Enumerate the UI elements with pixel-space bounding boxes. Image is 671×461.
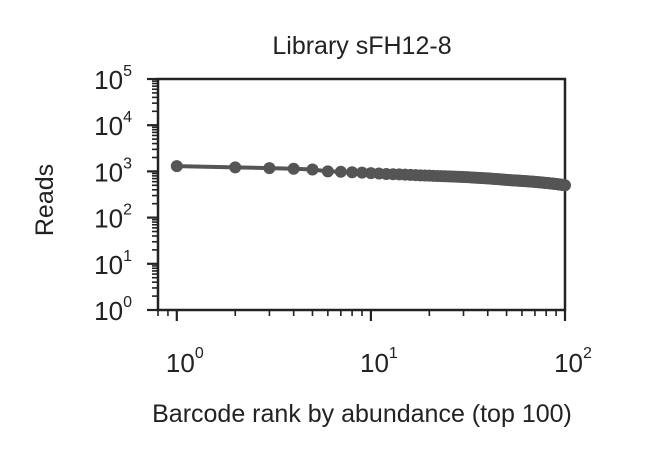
plot-frame <box>156 77 567 312</box>
data-point <box>306 163 319 176</box>
y-tick-label: 102 <box>94 202 132 234</box>
data-point <box>170 160 183 173</box>
data-point <box>263 162 276 175</box>
y-tick-label: 100 <box>94 294 132 326</box>
y-axis-label: Reads <box>31 164 59 236</box>
y-tick-label: 103 <box>94 155 132 187</box>
data-point <box>229 161 242 174</box>
data-point <box>356 166 369 179</box>
y-axis-ticks: 100 101 102 103 104 105 <box>94 63 158 326</box>
y-tick-label: 104 <box>94 109 132 141</box>
chart-title: Library sFH12-8 <box>272 32 451 60</box>
data-point <box>334 165 347 178</box>
data-point <box>559 179 571 192</box>
x-axis-label: Barcode rank by abundance (top 100) <box>152 400 572 428</box>
x-tick-label: 102 <box>554 345 592 378</box>
x-tick-label: 100 <box>166 345 204 378</box>
y-tick-label: 105 <box>94 63 132 95</box>
data-point <box>321 165 334 178</box>
series-group <box>170 160 571 192</box>
y-tick-label: 101 <box>94 248 132 280</box>
data-point <box>287 162 300 175</box>
data-point <box>346 166 359 179</box>
x-tick-label: 101 <box>360 345 398 378</box>
x-axis-ticks: 100 101 102 <box>157 310 592 378</box>
